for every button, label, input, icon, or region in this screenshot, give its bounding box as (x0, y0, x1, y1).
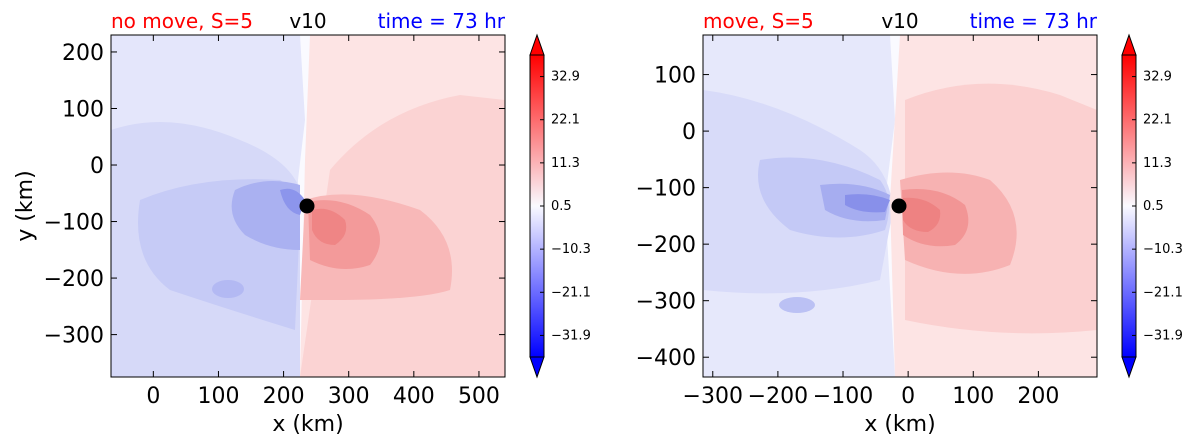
right-x-tick-label: −100 (813, 384, 873, 409)
left-y-axis-ticks: 200 100 0 −100 −200 −300 (44, 41, 505, 349)
right-colorbar-tick-label: 0.5 (1143, 199, 1164, 214)
right-title-var: v10 (881, 9, 918, 33)
right-x-tick-label: −200 (748, 384, 808, 409)
left-heatmap-field (111, 35, 505, 377)
right-colorbar-tick-label: −10.3 (1143, 242, 1183, 257)
left-title-case: no move, S=5 (111, 9, 253, 33)
right-x-axis-label: x (km) (864, 412, 935, 437)
right-storm-center-marker (891, 198, 907, 214)
right-colorbar-tick-label: 22.1 (1143, 113, 1172, 128)
left-x-axis-label: x (km) (272, 412, 343, 437)
left-colorbar-tick-label: 22.1 (551, 113, 580, 128)
right-panel: move, S=5 v10 time = 73 hr −300 −200 −100 0… (636, 9, 1098, 437)
right-x-tick-label: 100 (952, 384, 994, 409)
right-colorbar-tick-label: 11.3 (1143, 156, 1172, 171)
right-plot-frame (702, 34, 1098, 378)
left-x-tick-label: 0 (146, 384, 160, 409)
right-heatmap-field (703, 35, 1097, 377)
left-storm-center-marker (299, 198, 315, 214)
left-colorbar-ticks: 32.9 22.1 11.3 0.5 −10.3 −21.1 −31.9 (540, 70, 591, 343)
left-panel: no move, S=5 v10 time = 73 hr 0 100 200 300… (13, 9, 506, 437)
left-title-var: v10 (289, 9, 326, 33)
left-colorbar-tick-label: 32.9 (551, 70, 580, 85)
right-colorbar-tick-label: −21.1 (1143, 285, 1183, 300)
left-colorbar-tick-label: −31.9 (551, 328, 591, 343)
left-colorbar-extend-min (529, 356, 545, 379)
left-x-tick-label: 100 (197, 384, 239, 409)
right-y-tick-label: −300 (636, 290, 696, 315)
right-x-tick-label: 0 (901, 384, 915, 409)
left-y-tick-label: −100 (44, 211, 104, 236)
right-y-tick-label: −200 (636, 233, 696, 258)
right-y-tick-label: −100 (636, 177, 696, 202)
left-y-tick-label: 200 (62, 41, 104, 66)
left-x-tick-label: 500 (458, 384, 500, 409)
right-x-tick-label: 200 (1017, 384, 1059, 409)
left-colorbar-extend-max (529, 33, 545, 56)
right-x-axis-ticks: −300 −200 −100 0 100 200 (683, 35, 1059, 409)
right-x-tick-label: −300 (683, 384, 743, 409)
left-y-axis-label: y (km) (13, 170, 38, 241)
left-y-tick-label: 100 (62, 97, 104, 122)
right-colorbar-tick-label: 32.9 (1143, 70, 1172, 85)
left-y-tick-label: −300 (44, 324, 104, 349)
left-x-tick-label: 200 (263, 384, 305, 409)
right-title-case: move, S=5 (703, 9, 814, 33)
right-colorbar: 32.9 22.1 11.3 0.5 −10.3 −21.1 −31.9 (1121, 33, 1183, 379)
right-y-tick-label: −400 (636, 346, 696, 371)
right-title-time: time = 73 hr (970, 9, 1098, 33)
left-x-tick-label: 300 (328, 384, 370, 409)
left-colorbar-tick-label: −21.1 (551, 285, 591, 300)
left-colorbar-tick-label: 11.3 (551, 156, 580, 171)
right-colorbar-tick-label: −31.9 (1143, 328, 1183, 343)
left-colorbar-tick-label: −10.3 (551, 242, 591, 257)
left-colorbar-tick-label: 0.5 (551, 199, 572, 214)
right-y-tick-label: 0 (682, 120, 696, 145)
left-title-time: time = 73 hr (378, 9, 506, 33)
left-x-axis-ticks: 0 100 200 300 400 500 (146, 35, 500, 409)
right-colorbar-extend-max (1121, 33, 1137, 56)
right-colorbar-ticks: 32.9 22.1 11.3 0.5 −10.3 −21.1 −31.9 (1132, 70, 1183, 343)
right-y-axis-ticks: 100 0 −100 −200 −300 −400 (636, 64, 1097, 371)
left-plot-frame (110, 34, 506, 378)
left-colorbar: 32.9 22.1 11.3 0.5 −10.3 −21.1 −31.9 (529, 33, 591, 379)
left-y-tick-label: 0 (90, 154, 104, 179)
left-x-tick-label: 400 (393, 384, 435, 409)
right-y-tick-label: 100 (654, 64, 696, 89)
right-colorbar-extend-min (1121, 356, 1137, 379)
left-y-tick-label: −200 (44, 267, 104, 292)
